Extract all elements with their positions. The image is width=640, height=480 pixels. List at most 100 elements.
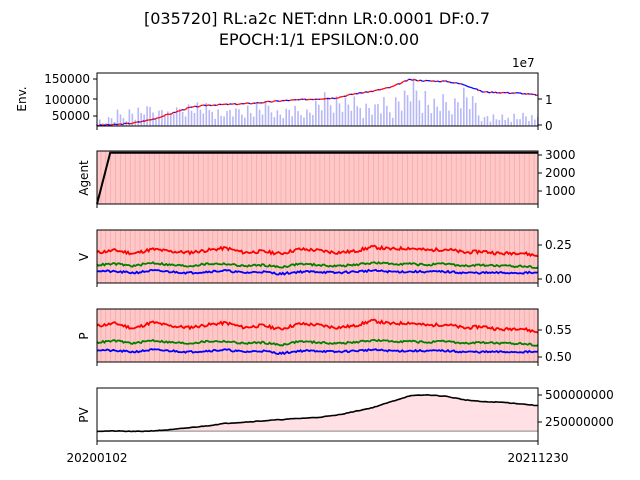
price-segment [198,104,202,108]
price-segment [440,80,443,83]
volume-bar [279,114,282,126]
volume-bar [347,104,350,126]
volume-bar [149,106,151,126]
policy-series [96,318,539,356]
price-segment [372,89,375,93]
price-segment [401,80,404,84]
price-segment [530,93,534,96]
volume-bar [489,121,492,126]
volume-bar [510,121,512,126]
volume-bar [223,116,225,126]
env-ytick-150000: 150000 [44,72,90,86]
volume-bar [353,96,356,126]
price-segment [112,123,115,126]
volume-bar [288,109,290,126]
price-segment [449,81,452,84]
price-segment [362,91,365,94]
volume-bar [208,109,211,126]
price-segment [120,123,123,126]
price-segment [171,111,175,115]
volume-bar [116,109,119,126]
v-series-line [96,260,539,270]
env-ylabel: Env. [15,86,29,111]
volume-bar [329,105,332,126]
volume-bar [264,101,267,126]
price-segment [520,92,523,95]
volume-bar [528,121,530,126]
p-series-line [96,338,539,347]
price-segment [524,92,527,95]
price-segment [183,108,186,111]
volume-bar [155,119,157,126]
volume-bar [190,110,193,126]
price-segment [464,84,467,87]
volume-bar [332,112,335,126]
price-segment [289,99,292,102]
volume-bar [451,114,453,126]
volume-bar [161,110,163,126]
volume-bar [297,111,299,126]
policy-axes-frame [96,308,539,363]
pv-ytick-250000000: 250000000 [545,415,614,429]
price-segment [500,91,503,94]
price-segment [471,87,474,90]
price-segment [433,80,437,83]
policy-ylabel: P [77,332,91,339]
volume-bar [220,115,222,126]
price-segment [106,123,110,126]
volume-bar [110,118,113,126]
volume-bar [501,114,504,126]
price-segment [348,93,351,96]
price-segment [435,80,438,83]
volume-bar [424,90,427,126]
volume-bar [315,100,317,126]
price-segment [495,91,498,94]
volume-bar [486,116,489,126]
volume-bar [504,119,507,126]
price-segment [117,123,120,126]
price-segment [174,110,178,114]
volume-bar [122,118,125,126]
volume-bar [273,117,276,126]
volume-bar [522,112,524,126]
volume-bar [400,110,403,126]
price-segment [268,100,271,103]
price-segment [154,117,157,120]
volume-bar [232,116,234,126]
price-segment [170,113,173,115]
price-segment [461,83,464,86]
env-y2-offset-label: 1e7 [512,56,535,70]
price-segment [476,88,479,92]
volume-bar [98,119,101,126]
price-segment [98,124,101,127]
price-segment [399,82,403,85]
value-panel: V 0.25 0.00 [77,229,572,286]
volume-bar [525,116,527,126]
volume-bar [172,114,175,126]
volume-bar [356,106,359,126]
price-segment [105,123,108,126]
price-segment [393,84,396,87]
volume-bar [249,113,252,126]
volume-bar [427,104,430,126]
agent-line [96,151,538,205]
volume-bar [235,108,237,126]
volume-bar [460,108,462,126]
volume-bar [480,121,483,126]
volume-bar [164,115,166,126]
price-segment [489,91,493,94]
volume-bar [137,107,140,126]
price-segment [299,98,302,101]
v-series-line [96,268,539,276]
env-ytick-100000: 100000 [44,93,90,107]
price-segment [365,90,369,94]
volume-bar [465,97,468,126]
p-series-line [96,318,539,334]
volume-bar [306,109,308,126]
agent-ytick-3000: 3000 [545,148,576,162]
volume-bar [439,110,441,126]
volume-bar [534,119,536,126]
price-segment [363,90,367,94]
volume-bar [214,118,216,126]
agent-ytick-1000: 1000 [545,184,576,198]
